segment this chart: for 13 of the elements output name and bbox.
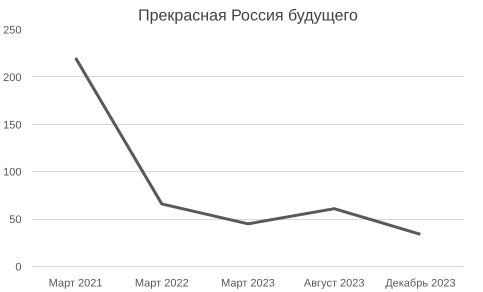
y-tick-label: 250 bbox=[3, 24, 22, 36]
line-series bbox=[74, 56, 422, 236]
x-tick-label: Март 2022 bbox=[134, 278, 189, 290]
x-tick-label: Декабрь 2023 bbox=[385, 278, 456, 290]
x-tick-label: Март 2021 bbox=[48, 278, 103, 290]
y-tick-label: 150 bbox=[3, 119, 22, 132]
y-tick-label: 0 bbox=[15, 262, 22, 274]
x-tick-label: Март 2023 bbox=[221, 278, 275, 290]
y-tick-label: 50 bbox=[9, 214, 22, 226]
y-tick-label: 100 bbox=[3, 166, 22, 179]
y-tick-label: 200 bbox=[3, 72, 22, 84]
chart-title: Прекрасная Россия будущего bbox=[138, 8, 358, 24]
x-tick-label: Август 2023 bbox=[304, 278, 365, 290]
